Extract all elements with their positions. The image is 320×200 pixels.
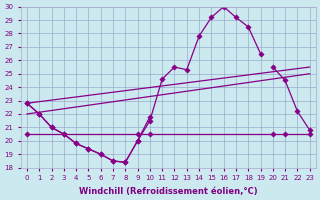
X-axis label: Windchill (Refroidissement éolien,°C): Windchill (Refroidissement éolien,°C) [79,187,258,196]
